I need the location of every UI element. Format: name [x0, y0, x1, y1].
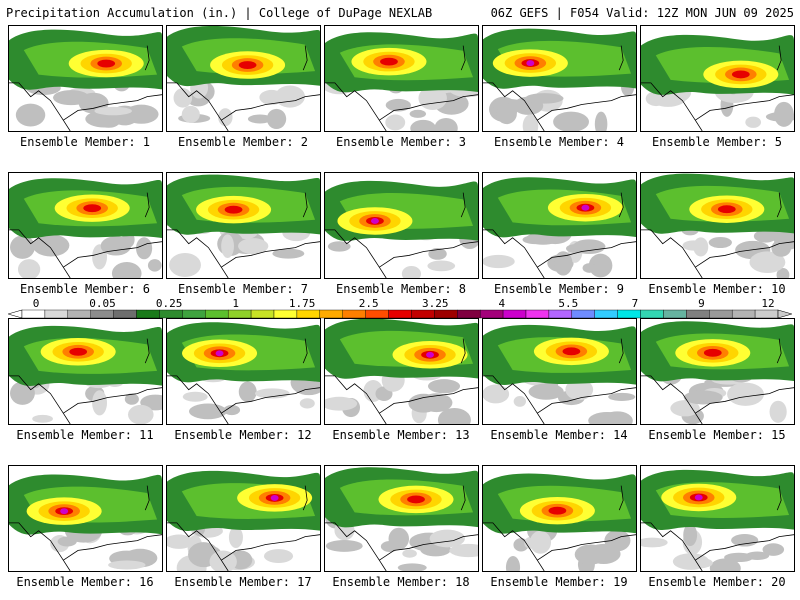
ensemble-map-panel: [640, 318, 795, 425]
colorbar-tick-label: 0.25: [155, 297, 183, 310]
ensemble-member-label: Ensemble Member: 15: [648, 428, 786, 442]
colorbar-segment: [525, 309, 550, 319]
ensemble-map-panel: [640, 465, 795, 572]
ensemble-map-panel: [324, 465, 479, 572]
colorbar-tick-label: 12: [761, 297, 775, 310]
chart-title: Precipitation Accumulation (in.) | Colle…: [6, 6, 433, 20]
ensemble-map-panel: [482, 465, 637, 572]
colorbar-tick-label: 5.5: [558, 297, 579, 310]
ensemble-member-label: Ensemble Member: 6: [19, 282, 151, 296]
colorbar-segment: [731, 309, 756, 319]
ensemble-map-panel: [8, 465, 163, 572]
colorbar-segment: [90, 309, 114, 319]
ensemble-member-label: Ensemble Member: 3: [335, 135, 467, 149]
ensemble-member-label: Ensemble Member: 16: [16, 575, 154, 589]
ensemble-member-label: Ensemble Member: 14: [490, 428, 628, 442]
colorbar-min-arrow: [8, 309, 23, 319]
colorbar-segment: [594, 309, 618, 319]
colorbar-segment: [67, 309, 91, 319]
colorbar-segment: [273, 309, 298, 319]
ensemble-map-panel: [324, 318, 479, 425]
colorbar-segment: [159, 309, 183, 319]
colorbar-segment: [640, 309, 664, 319]
colorbar-segment: [21, 309, 46, 319]
ensemble-map-panel: [324, 25, 479, 132]
ensemble-map-panel: [166, 318, 321, 425]
colorbar-segment: [502, 309, 527, 319]
colorbar-segment: [44, 309, 69, 319]
colorbar-segment: [319, 309, 343, 319]
ensemble-map-panel: [8, 25, 163, 132]
ensemble-member-label: Ensemble Member: 1: [19, 135, 151, 149]
ensemble-map-panel: [324, 172, 479, 279]
colorbar-segment: [411, 309, 435, 319]
colorbar-tick-label: 4: [498, 297, 506, 310]
ensemble-map-panel: [166, 172, 321, 279]
ensemble-map-panel: [8, 172, 163, 279]
ensemble-member-label: Ensemble Member: 11: [16, 428, 154, 442]
colorbar-segment: [479, 309, 504, 319]
colorbar-tick-label: 1.75: [288, 297, 316, 310]
ensemble-member-label: Ensemble Member: 9: [493, 282, 625, 296]
colorbar-segment: [754, 309, 779, 319]
colorbar-segment: [617, 309, 641, 319]
ensemble-map-panel: [166, 465, 321, 572]
colorbar-segment: [296, 309, 321, 319]
ensemble-member-label: Ensemble Member: 17: [174, 575, 312, 589]
colorbar-segment: [205, 309, 229, 319]
ensemble-member-label: Ensemble Member: 7: [177, 282, 309, 296]
ensemble-map-panel: [482, 172, 637, 279]
colorbar-segment: [709, 309, 733, 319]
colorbar-segment: [571, 309, 595, 319]
precip-colorbar: [8, 309, 792, 319]
ensemble-member-label: Ensemble Member: 5: [651, 135, 783, 149]
ensemble-member-label: Ensemble Member: 20: [648, 575, 786, 589]
colorbar-tick-label: 2.5: [358, 297, 379, 310]
ensemble-member-label: Ensemble Member: 10: [648, 282, 786, 296]
ensemble-map-panel: [482, 318, 637, 425]
colorbar-segment: [365, 309, 389, 319]
colorbar-segment: [113, 309, 137, 319]
colorbar-max-arrow: [777, 309, 792, 319]
colorbar-segment: [342, 309, 366, 319]
run-info: 06Z GEFS | F054 Valid: 12Z MON JUN 09 20…: [490, 6, 794, 20]
ensemble-map-panel: [640, 25, 795, 132]
colorbar-segment: [686, 309, 710, 319]
ensemble-member-label: Ensemble Member: 12: [174, 428, 312, 442]
colorbar-segment: [182, 309, 206, 319]
colorbar-tick-label: 0.05: [89, 297, 116, 310]
colorbar-tick-label: 7: [631, 297, 639, 310]
ensemble-member-label: Ensemble Member: 8: [335, 282, 467, 296]
ensemble-member-label: Ensemble Member: 18: [332, 575, 470, 589]
colorbar-segment: [227, 309, 252, 319]
ensemble-map-panel: [640, 172, 795, 279]
colorbar-segment: [434, 309, 458, 319]
ensemble-member-label: Ensemble Member: 2: [177, 135, 309, 149]
colorbar-tick-label: 9: [698, 297, 705, 310]
colorbar-tick-label: 3.25: [422, 297, 449, 310]
ensemble-member-label: Ensemble Member: 19: [490, 575, 628, 589]
ensemble-member-label: Ensemble Member: 13: [332, 428, 470, 442]
ensemble-member-label: Ensemble Member: 4: [493, 135, 625, 149]
colorbar-segment: [388, 309, 412, 319]
colorbar-segment: [136, 309, 160, 319]
colorbar-segment: [663, 309, 687, 319]
colorbar-segment: [457, 309, 481, 319]
ensemble-map-panel: [166, 25, 321, 132]
ensemble-map-panel: [482, 25, 637, 132]
colorbar-segment: [548, 309, 573, 319]
colorbar-tick-label: 0: [32, 297, 40, 310]
colorbar-tick-label: 1: [232, 297, 239, 310]
colorbar-segment: [250, 309, 275, 319]
ensemble-map-panel: [8, 318, 163, 425]
